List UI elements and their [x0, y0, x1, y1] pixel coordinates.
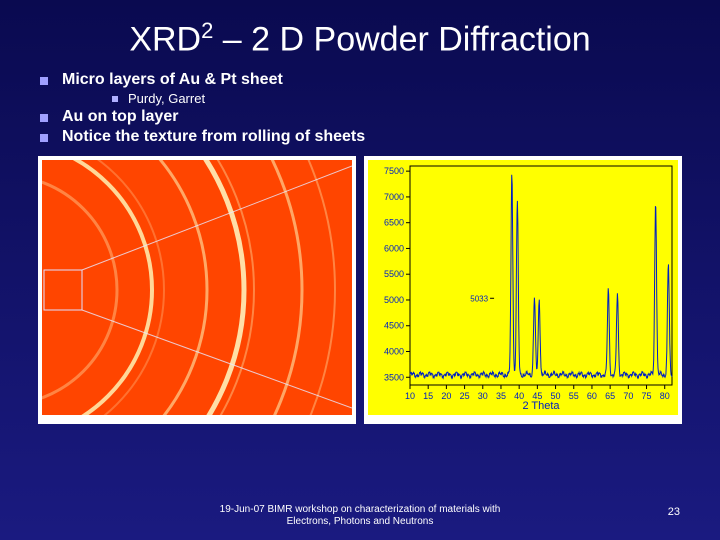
- svg-text:70: 70: [623, 391, 633, 401]
- svg-text:4500: 4500: [384, 321, 404, 331]
- title-pre: XRD: [129, 20, 201, 58]
- svg-text:15: 15: [423, 391, 433, 401]
- spectrum-chart: 1015202530354045505560657075803500400045…: [364, 156, 682, 424]
- svg-text:5000: 5000: [384, 295, 404, 305]
- svg-text:35: 35: [496, 391, 506, 401]
- svg-text:55: 55: [569, 391, 579, 401]
- bullet-text: Au on top layer: [62, 108, 178, 126]
- bullet-icon: [40, 134, 48, 142]
- bullet-item-sub: Purdy, Garret: [40, 91, 720, 106]
- svg-text:25: 25: [460, 391, 470, 401]
- svg-text:75: 75: [642, 391, 652, 401]
- svg-text:65: 65: [605, 391, 615, 401]
- slide-title: XRD2 – 2 D Powder Diffraction: [0, 0, 720, 67]
- title-sup: 2: [201, 18, 213, 43]
- svg-text:4000: 4000: [384, 347, 404, 357]
- bullet-icon: [40, 114, 48, 122]
- bullet-list: Micro layers of Au & Pt sheet Purdy, Gar…: [0, 67, 720, 146]
- footer: 19-Jun-07 BIMR workshop on characterizat…: [0, 504, 720, 528]
- bullet-item: Au on top layer: [40, 108, 720, 126]
- svg-text:5500: 5500: [384, 270, 404, 280]
- bullet-icon: [112, 96, 118, 102]
- svg-text:20: 20: [441, 391, 451, 401]
- footer-text: 19-Jun-07 BIMR workshop on characterizat…: [210, 504, 510, 528]
- diffraction-svg: [42, 160, 352, 415]
- diffraction-image: [38, 156, 356, 424]
- bullet-text: Purdy, Garret: [128, 91, 205, 106]
- svg-text:80: 80: [660, 391, 670, 401]
- image-row: 1015202530354045505560657075803500400045…: [0, 156, 720, 424]
- svg-text:30: 30: [478, 391, 488, 401]
- spectrum-svg: 1015202530354045505560657075803500400045…: [368, 160, 678, 415]
- svg-text:7500: 7500: [384, 166, 404, 176]
- bullet-icon: [40, 77, 48, 85]
- svg-text:7000: 7000: [384, 192, 404, 202]
- bullet-text: Micro layers of Au & Pt sheet: [62, 71, 283, 89]
- svg-text:6000: 6000: [384, 244, 404, 254]
- bullet-item: Notice the texture from rolling of sheet…: [40, 128, 720, 146]
- bullet-text: Notice the texture from rolling of sheet…: [62, 128, 365, 146]
- title-post: – 2 D Powder Diffraction: [213, 20, 590, 58]
- svg-text:3500: 3500: [384, 373, 404, 383]
- page-number: 23: [668, 506, 680, 518]
- bullet-item: Micro layers of Au & Pt sheet: [40, 71, 720, 89]
- svg-text:2 Theta: 2 Theta: [522, 400, 560, 412]
- svg-text:10: 10: [405, 391, 415, 401]
- svg-text:60: 60: [587, 391, 597, 401]
- svg-text:5033: 5033: [470, 295, 488, 304]
- svg-text:6500: 6500: [384, 218, 404, 228]
